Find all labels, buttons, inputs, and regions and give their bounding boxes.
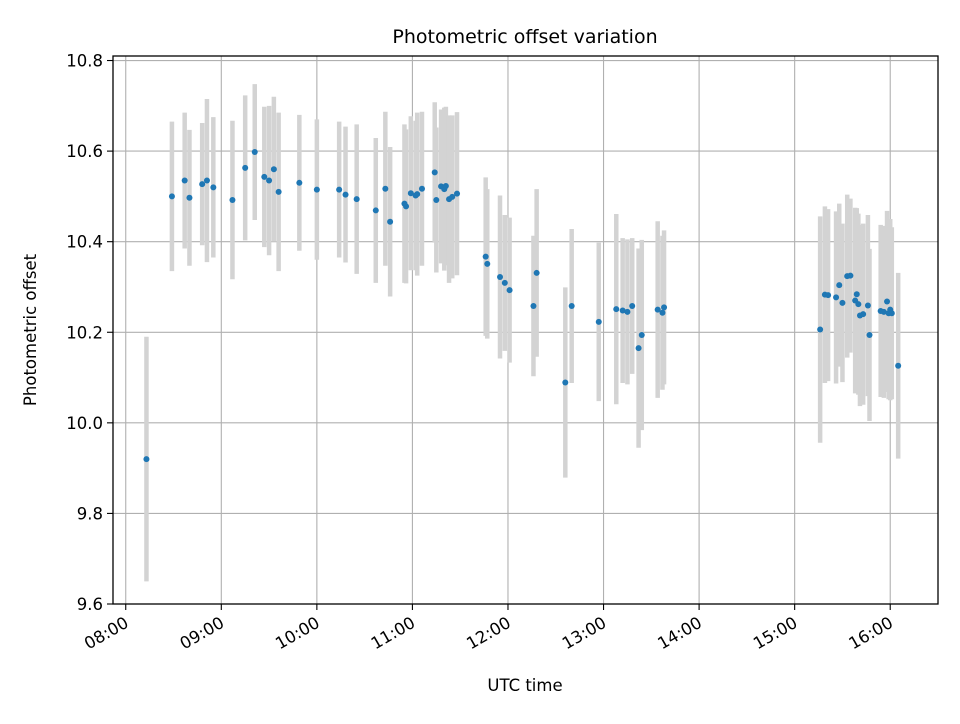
data-point (895, 362, 902, 369)
data-point (168, 193, 175, 200)
data-point (296, 179, 303, 186)
data-point (414, 191, 421, 198)
y-tick-label: 10.2 (66, 323, 103, 342)
data-point (431, 169, 438, 176)
data-point (530, 302, 537, 309)
data-point (853, 291, 860, 298)
data-point (403, 203, 410, 210)
data-point (860, 311, 867, 318)
data-point (387, 218, 394, 225)
data-point (825, 292, 832, 299)
data-point (482, 253, 489, 260)
data-point (454, 190, 461, 197)
data-point (418, 185, 425, 192)
y-tick-label: 9.6 (77, 595, 103, 614)
y-tick-label: 10.8 (66, 52, 103, 71)
data-point (143, 456, 150, 463)
data-point (635, 345, 642, 352)
data-point (661, 304, 668, 311)
data-point (833, 294, 840, 301)
data-point (275, 188, 282, 195)
data-point (506, 287, 513, 294)
y-tick-label: 10.0 (66, 414, 103, 433)
data-point (484, 260, 491, 267)
data-point (839, 299, 846, 306)
data-point (497, 274, 504, 281)
data-point (372, 207, 379, 214)
data-point (595, 318, 602, 325)
data-point (261, 173, 268, 180)
data-point (342, 191, 349, 198)
x-axis-title: UTC time (487, 676, 562, 695)
data-point (836, 282, 843, 289)
data-point (266, 177, 273, 184)
data-point (817, 326, 824, 333)
data-point (855, 301, 862, 308)
data-point (199, 181, 206, 188)
data-point (251, 149, 258, 156)
y-axis-title: Photometric offset (21, 253, 40, 406)
data-point (449, 193, 456, 200)
data-point (270, 166, 277, 173)
data-point (181, 177, 188, 184)
data-point (313, 186, 320, 193)
data-point (638, 331, 645, 338)
data-point (229, 197, 236, 204)
data-point (533, 269, 540, 276)
data-point (562, 379, 569, 386)
data-point (242, 164, 249, 171)
data-point (847, 272, 854, 279)
chart-title: Photometric offset variation (392, 26, 657, 48)
data-point (501, 279, 508, 286)
data-point (884, 298, 891, 305)
data-point (336, 186, 343, 193)
y-tick-label: 10.4 (66, 233, 103, 252)
data-point (433, 197, 440, 204)
data-point (624, 308, 631, 315)
data-point (203, 177, 210, 184)
data-point (864, 302, 871, 309)
data-point (654, 306, 661, 313)
data-point (186, 194, 193, 201)
data-point (568, 302, 575, 309)
data-point (407, 190, 414, 197)
data-point (866, 331, 873, 338)
plot-frame (112, 55, 939, 605)
data-point (382, 185, 389, 192)
data-point (619, 307, 626, 314)
y-tick-label: 9.8 (77, 504, 103, 523)
data-point (629, 302, 636, 309)
data-point (880, 308, 887, 315)
data-point (442, 182, 449, 189)
data-point (210, 184, 217, 191)
data-points (143, 149, 902, 463)
data-point (613, 306, 620, 313)
data-point (659, 309, 666, 316)
data-point (888, 310, 895, 317)
data-point (353, 196, 360, 203)
y-tick-label: 10.6 (66, 142, 103, 161)
